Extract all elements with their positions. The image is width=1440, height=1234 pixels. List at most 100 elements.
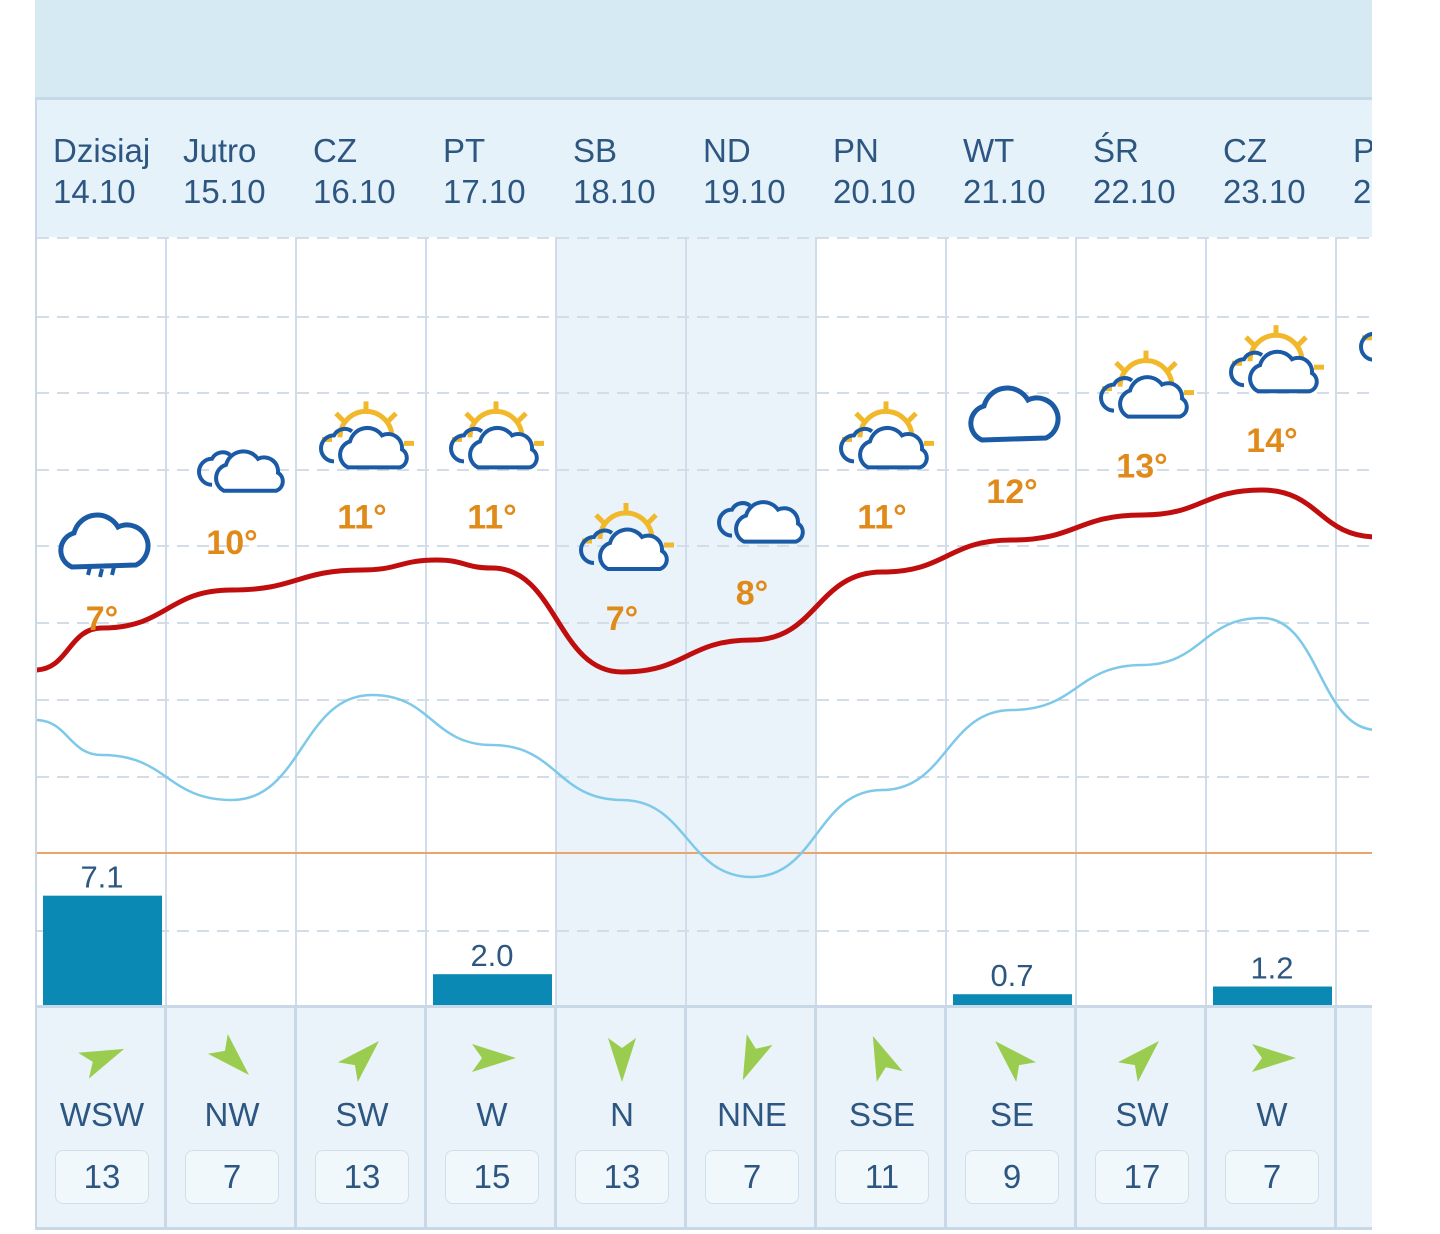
day-name: CZ <box>313 132 357 169</box>
partly-sunny-icon <box>449 401 544 470</box>
precipitation-label: 0.7 <box>990 958 1033 993</box>
cloud-back <box>449 426 484 464</box>
cloud-icon <box>968 385 1061 443</box>
day-header-row: Dzisiaj 14.10 Jutro 15.10 CZ 16.10 PT 17.10 SB 18… <box>37 100 1372 237</box>
partly-sunny-icon <box>1229 325 1324 394</box>
wind-cell: NW 7 <box>167 1008 297 1230</box>
sun-ray <box>646 513 658 525</box>
day-date: 14.10 <box>53 173 136 210</box>
wind-direction: WSW <box>59 1096 145 1133</box>
precipitation-bar <box>43 895 162 1005</box>
temperature-label: 10° <box>206 524 257 562</box>
precipitation-label: 1.2 <box>1250 951 1293 986</box>
day-header[interactable]: Dzisiaj 14.10 <box>37 130 167 212</box>
cloud-back <box>197 450 232 487</box>
cloud-shape <box>968 385 1061 443</box>
day-name: P <box>1353 130 1372 171</box>
wind-direction: W <box>1256 1096 1288 1133</box>
day-header[interactable]: CZ 23.10 <box>1207 130 1337 212</box>
wind-cell: SW 13 <box>297 1008 427 1230</box>
day-header[interactable]: PT 17.10 <box>427 130 557 212</box>
rain-drop <box>110 566 116 576</box>
precipitation-bar <box>953 994 1072 1005</box>
wind-speed: 7 <box>1225 1150 1319 1204</box>
partly-sunny-icon <box>839 401 934 470</box>
cloud-front <box>214 449 285 493</box>
temperature-label: 13° <box>1116 448 1167 486</box>
wind-arrow-icon <box>995 1041 1037 1083</box>
wind-direction: NNE <box>717 1096 787 1133</box>
day-date: 20.10 <box>833 173 916 210</box>
sun-ray <box>594 513 606 525</box>
wind-speed: 7 <box>185 1150 279 1204</box>
partly-sunny-icon <box>1359 332 1372 362</box>
day-name: Jutro <box>183 132 257 169</box>
forecast-panel[interactable]: Dzisiaj 14.10 Jutro 15.10 CZ 16.10 PT 17.10 SB 18… <box>35 100 1372 1230</box>
day-date: 18.10 <box>573 173 656 210</box>
clouds-icon <box>197 449 285 493</box>
max-temp-line <box>37 487 1372 675</box>
day-header[interactable]: ŚR 22.10 <box>1077 130 1207 212</box>
cloud-back <box>839 426 874 464</box>
cloud-back <box>717 501 752 538</box>
day-date: 16.10 <box>313 173 396 210</box>
day-header[interactable]: ND 19.10 <box>687 130 817 212</box>
cloud-front <box>734 500 805 544</box>
day-header[interactable]: CZ 16.10 <box>297 130 427 212</box>
sun-ray <box>516 411 528 424</box>
precipitation-bar <box>433 974 552 1005</box>
day-name: ND <box>703 132 751 169</box>
sun-ray <box>334 411 346 424</box>
day-header[interactable]: SB 18.10 <box>557 130 687 212</box>
wind-speed: 7 <box>705 1150 799 1204</box>
cloud-shape <box>58 512 151 570</box>
day-header[interactable]: PN 20.10 <box>817 130 947 212</box>
precipitation-bar <box>1213 986 1332 1005</box>
sun-ray <box>464 411 476 424</box>
wind-direction: SW <box>335 1096 389 1133</box>
day-header[interactable]: WT 21.10 <box>947 130 1077 212</box>
wind-speed: 13 <box>55 1150 149 1204</box>
wind-arrow-icon <box>608 1038 636 1082</box>
cloud-back <box>579 528 614 565</box>
wind-direction: N <box>610 1096 634 1133</box>
cloud-front <box>598 527 669 571</box>
cloud-front <box>468 425 539 470</box>
wind-speed: 17 <box>1095 1150 1189 1204</box>
cloud-back <box>319 426 354 464</box>
day-name: PT <box>443 132 486 169</box>
day-name: WT <box>963 132 1015 169</box>
partly-sunny-icon <box>319 401 414 470</box>
temperature-label: 7° <box>86 600 119 638</box>
sun-icon <box>1247 332 1305 362</box>
rain-drop <box>86 566 92 576</box>
cloud-front <box>1248 349 1319 394</box>
weekend-background <box>557 237 687 1005</box>
day-name: CZ <box>1223 132 1267 169</box>
day-date: 15.10 <box>183 173 266 210</box>
precipitation-label: 2.0 <box>470 938 513 973</box>
wind-cell: SSE 11 <box>817 1008 947 1230</box>
temperature-label: 7° <box>606 600 639 638</box>
rain-cloud-icon <box>58 512 151 578</box>
wind-arrow-icon <box>337 1041 379 1083</box>
wind-arrow-icon <box>78 1048 125 1079</box>
partly-sunny-icon <box>579 503 674 571</box>
wind-cell: WSW 13 <box>37 1008 167 1230</box>
wind-cell: NNE 7 <box>687 1008 817 1230</box>
wind-cell: SE 9 <box>947 1008 1077 1230</box>
day-header[interactable]: P2 <box>1337 130 1372 212</box>
day-name: ŚR <box>1093 132 1139 169</box>
weekend-background <box>687 237 817 1005</box>
day-header[interactable]: Jutro 15.10 <box>167 130 297 212</box>
cloud-front <box>858 425 929 470</box>
wind-cell: W 15 <box>427 1008 557 1230</box>
sun-ray <box>906 411 918 424</box>
day-date: 22.10 <box>1093 173 1176 210</box>
sun-icon <box>1117 358 1175 387</box>
day-name: SB <box>573 132 618 169</box>
wind-cell: W 7 <box>1207 1008 1337 1230</box>
wind-arrow-icon <box>742 1034 773 1081</box>
day-date: 17.10 <box>443 173 526 210</box>
temperature-label: 11° <box>857 498 907 536</box>
